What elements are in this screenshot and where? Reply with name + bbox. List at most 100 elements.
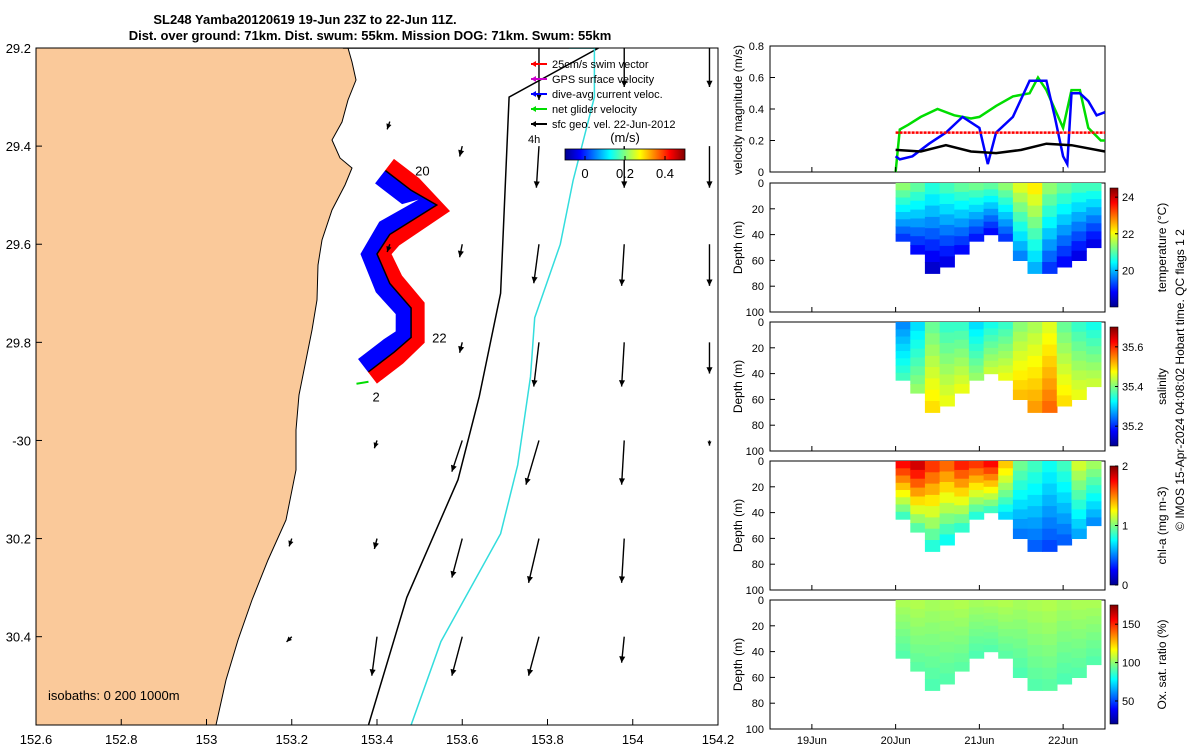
temperature_section-colorbar-label: temperature (°C): [1155, 203, 1169, 293]
legend-entry: net glider velocity: [531, 104, 637, 116]
salinity_section-cell: [968, 365, 985, 374]
chla_section-cell: [954, 523, 970, 533]
arrow-head: [373, 442, 379, 449]
temperature_section-cell: [1071, 250, 1087, 261]
velocity-panel: 0 0.2 0.4 0.6 0.8 velocity magnitude (m/s): [731, 41, 1106, 179]
salinity_section-cell: [1027, 355, 1043, 368]
salinity_section-cell: [924, 378, 941, 391]
oxygen_section-cell: [998, 614, 1014, 623]
arrow-head: [621, 181, 628, 188]
temperature_section-cell: [968, 197, 985, 206]
chla_section-cell: [1056, 513, 1073, 525]
arrow-shaft: [533, 244, 540, 284]
chla_section-cell: [1042, 506, 1058, 518]
salinity_section-cell: [1012, 351, 1029, 362]
chla_section-cell: [1086, 517, 1102, 527]
chla_section-cell: [1056, 482, 1073, 494]
oxygen_section-cell: [968, 614, 985, 623]
temperature_section-cell: [1086, 183, 1102, 192]
oxygen_section-cell: [1056, 610, 1073, 622]
chla_section-cell: [924, 528, 941, 541]
oxygen_section-cell: [998, 621, 1014, 630]
glider-track-line: [368, 170, 439, 373]
oxygen_section-cell: [1056, 600, 1073, 612]
oxygen_section-cell: [1086, 616, 1102, 625]
chla_section-cell: [924, 540, 941, 552]
temperature_section-cell: [1012, 202, 1029, 213]
temperature_section-cell: [939, 204, 955, 216]
arrow-head: [372, 542, 379, 549]
oxygen_section-cell: [1086, 600, 1102, 609]
temperature_section-cell: [910, 218, 926, 228]
map-y-tick-label: 29.2: [6, 41, 31, 56]
chla_section-cell: [910, 487, 926, 498]
oxygen_section-cell: [968, 643, 985, 652]
chla_section-cell: [1042, 528, 1058, 541]
velocity-ylabel: velocity magnitude (m/s): [731, 45, 745, 175]
temperature_section-cell: [939, 224, 955, 236]
chla_section-cell: [954, 505, 970, 515]
chla_section-y-tick-label: 60: [752, 533, 764, 545]
oxygen_section-cell: [895, 600, 911, 608]
temperature_section-cell: [1012, 212, 1029, 223]
sfc-geo-velocity-arrow: [706, 342, 713, 374]
arrow-shaft: [533, 342, 540, 387]
oxygen_section-colorbar-tick-label: 100: [1122, 658, 1140, 670]
temperature_section-cell: [1027, 194, 1043, 207]
arrow-shaft: [451, 538, 463, 578]
isobaths-label: isobaths: 0 200 1000m: [48, 688, 180, 703]
oxygen_section-cell: [1042, 622, 1058, 635]
salinity_section-cell: [1056, 343, 1073, 355]
salinity_section-cell: [1027, 401, 1043, 413]
chla_section-colorbar-tick-label: 1: [1122, 521, 1128, 533]
oxygen_section-cell: [983, 619, 999, 627]
temperature_section-cell: [1012, 231, 1029, 242]
salinity_section-ylabel: Depth (m): [731, 360, 745, 413]
salinity_section-cell: [983, 354, 999, 362]
salinity_section-y-tick-label: 0: [758, 317, 764, 329]
legend-entry: 25cm/s swim vector: [531, 59, 649, 71]
chla_section-cell: [1027, 528, 1043, 541]
chla_section-cell: [1042, 483, 1058, 496]
temperature_section-cell: [939, 214, 955, 226]
sfc-geo-velocity-arrow: [524, 440, 540, 485]
salinity_section-cell: [968, 343, 985, 352]
temperature_section-cell: [1027, 239, 1043, 252]
salinity_section-cell: [895, 322, 911, 330]
day-label: 20: [415, 164, 429, 179]
temperature_section-cell: [910, 209, 926, 220]
temperature_section-cell: [1086, 231, 1102, 241]
colorbar-tick-label: 0.4: [656, 166, 674, 181]
chla_section-cell: [924, 517, 941, 530]
salinity_section-cell: [924, 401, 941, 413]
temperature_section-cell: [954, 209, 970, 220]
chla_section-cell: [968, 490, 985, 498]
salinity_section-y-tick-label: 80: [752, 420, 764, 432]
oxygen_section-cell: [1086, 608, 1102, 617]
temperature_section-cell: [1071, 221, 1087, 232]
oxygen_section-cell: [968, 600, 985, 608]
chla_section-cell: [895, 475, 911, 484]
time-tick-label: 22Jun: [1048, 735, 1078, 747]
chla_section-cell: [983, 473, 999, 481]
temperature_section-cell: [1042, 250, 1058, 263]
velocity-y-tick-label: 0.6: [749, 73, 764, 85]
salinity_section-cell: [1056, 322, 1073, 334]
chla_section-cell: [1042, 517, 1058, 530]
oxygen_section-cell: [1027, 679, 1043, 691]
salinity_section-cell: [939, 374, 955, 386]
oxygen_section-cell: [998, 629, 1014, 637]
salinity_section-cell: [1012, 360, 1029, 371]
chla_section-cell: [1027, 494, 1043, 507]
map-x-tick-label: 153.6: [446, 732, 479, 747]
oxygen_section-cell: [895, 650, 911, 659]
salinity_section-cell: [939, 322, 955, 334]
oxygen_section-cell: [1071, 658, 1087, 669]
copyright-note: © IMOS 15-Apr-2024 04:08:02 Hobart time.…: [1173, 229, 1187, 531]
salinity_section-cell: [968, 351, 985, 359]
map-y-tick-label: 30.2: [6, 532, 31, 547]
salinity_section-cell: [1071, 351, 1087, 362]
chla_section-cell: [983, 493, 999, 501]
chla_section-cell: [1056, 502, 1073, 514]
chla_section-y-tick-label: 0: [758, 456, 764, 468]
